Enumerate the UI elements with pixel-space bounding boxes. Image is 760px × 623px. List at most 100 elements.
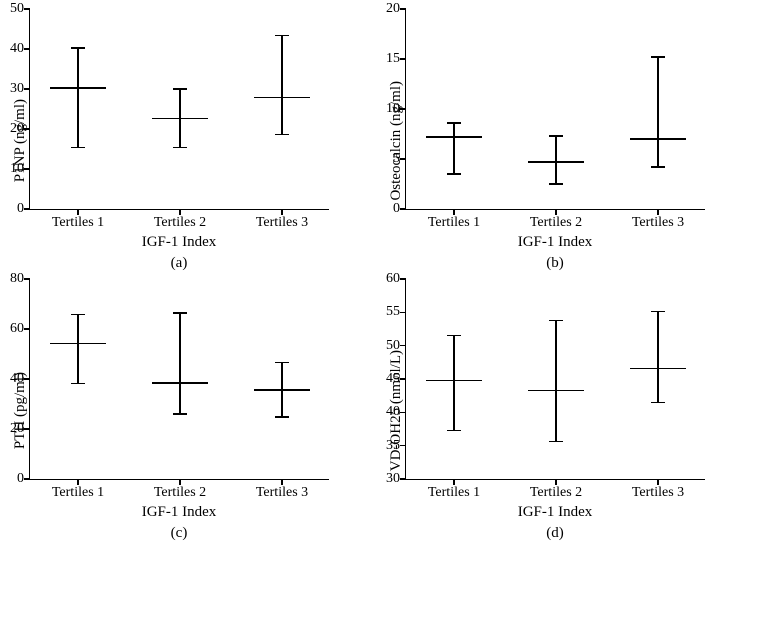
error-bar: [657, 57, 659, 167]
xtick-label: Tertiles 2: [154, 209, 206, 231]
ytick-label: 15: [386, 51, 406, 67]
error-bar: [179, 313, 181, 414]
panel-sublabel: (a): [171, 251, 188, 272]
plot-area: 020406080Tertiles 1Tertiles 2Tertiles 3: [29, 280, 329, 480]
ytick-label: 80: [10, 271, 30, 287]
mid-line: [528, 161, 584, 163]
xtick-label: Tertiles 2: [530, 479, 582, 501]
error-cap-bottom: [447, 430, 461, 432]
ytick-label: 50: [10, 1, 30, 17]
error-cap-bottom: [651, 402, 665, 404]
error-cap-top: [71, 314, 85, 316]
mid-line: [50, 343, 106, 345]
mid-line: [254, 97, 310, 99]
ytick-label: 45: [386, 371, 406, 387]
error-bar: [77, 314, 79, 383]
y-axis-label: Osteocalcin (ng/ml): [386, 81, 405, 201]
ytick-label: 40: [386, 404, 406, 420]
error-cap-bottom: [651, 166, 665, 168]
error-cap-top: [651, 311, 665, 313]
xtick-label: Tertiles 1: [52, 479, 104, 501]
error-cap-top: [549, 320, 563, 322]
ytick-label: 50: [386, 338, 406, 354]
mid-line: [152, 118, 208, 120]
mid-line: [50, 87, 106, 89]
error-cap-bottom: [173, 147, 187, 149]
ytick-label: 40: [10, 41, 30, 57]
error-cap-bottom: [71, 383, 85, 385]
ytick-label: 5: [393, 151, 406, 167]
xtick-label: Tertiles 1: [428, 479, 480, 501]
plot-area: 05101520Tertiles 1Tertiles 2Tertiles 3: [405, 10, 705, 210]
ytick-label: 20: [10, 421, 30, 437]
error-cap-bottom: [275, 134, 289, 136]
error-cap-bottom: [549, 183, 563, 185]
xtick-label: Tertiles 2: [154, 479, 206, 501]
mid-line: [630, 138, 686, 140]
chart-grid: P1NP (ng/ml)01020304050Tertiles 1Tertile…: [10, 10, 750, 542]
xtick-label: Tertiles 1: [52, 209, 104, 231]
xtick-label: Tertiles 2: [530, 209, 582, 231]
plot-area: 01020304050Tertiles 1Tertiles 2Tertiles …: [29, 10, 329, 210]
error-cap-top: [447, 122, 461, 124]
mid-line: [426, 136, 482, 138]
axis-area: 05101520Tertiles 1Tertiles 2Tertiles 3IG…: [405, 10, 705, 272]
error-cap-top: [651, 56, 665, 58]
mid-line: [254, 389, 310, 391]
plot-wrap: Osteocalcin (ng/ml)05101520Tertiles 1Ter…: [386, 10, 750, 272]
error-cap-bottom: [549, 441, 563, 443]
axis-area: 30354045505560Tertiles 1Tertiles 2Tertil…: [405, 280, 705, 542]
panel-c: PTH (pg/ml)020406080Tertiles 1Tertiles 2…: [10, 280, 374, 542]
xtick-label: Tertiles 3: [632, 479, 684, 501]
ytick-label: 0: [17, 471, 30, 487]
error-bar: [453, 335, 455, 430]
panel-b: Osteocalcin (ng/ml)05101520Tertiles 1Ter…: [386, 10, 750, 272]
error-bar: [281, 36, 283, 135]
panel-d: VD-OH25 (nmol/L)30354045505560Tertiles 1…: [386, 280, 750, 542]
error-cap-top: [71, 47, 85, 49]
mid-line: [528, 390, 584, 392]
mid-line: [426, 380, 482, 382]
xtick-label: Tertiles 3: [632, 209, 684, 231]
plot-wrap: P1NP (ng/ml)01020304050Tertiles 1Tertile…: [10, 10, 374, 272]
ytick-label: 60: [10, 321, 30, 337]
error-cap-bottom: [447, 173, 461, 175]
error-bar: [453, 123, 455, 174]
axis-area: 01020304050Tertiles 1Tertiles 2Tertiles …: [29, 10, 329, 272]
error-cap-top: [447, 335, 461, 337]
mid-line: [152, 382, 208, 384]
error-bar: [555, 321, 557, 442]
error-cap-top: [173, 312, 187, 314]
error-cap-bottom: [173, 413, 187, 415]
panel-sublabel: (c): [171, 521, 188, 542]
ytick-label: 30: [10, 81, 30, 97]
panel-sublabel: (d): [546, 521, 564, 542]
xtick-label: Tertiles 3: [256, 479, 308, 501]
plot-wrap: PTH (pg/ml)020406080Tertiles 1Tertiles 2…: [10, 280, 374, 542]
ytick-label: 30: [386, 471, 406, 487]
panel-sublabel: (b): [546, 251, 564, 272]
ytick-label: 20: [386, 1, 406, 17]
error-cap-top: [275, 362, 289, 364]
error-cap-bottom: [275, 416, 289, 418]
plot-wrap: VD-OH25 (nmol/L)30354045505560Tertiles 1…: [386, 280, 750, 542]
ytick-label: 60: [386, 271, 406, 287]
error-cap-bottom: [71, 147, 85, 149]
error-bar: [657, 311, 659, 402]
ytick-label: 55: [386, 304, 406, 320]
ytick-label: 10: [386, 101, 406, 117]
ytick-label: 40: [10, 371, 30, 387]
panel-a: P1NP (ng/ml)01020304050Tertiles 1Tertile…: [10, 10, 374, 272]
ytick-label: 0: [393, 201, 406, 217]
ytick-label: 20: [10, 121, 30, 137]
ytick-label: 10: [10, 161, 30, 177]
error-bar: [77, 48, 79, 148]
mid-line: [630, 368, 686, 370]
plot-area: 30354045505560Tertiles 1Tertiles 2Tertil…: [405, 280, 705, 480]
ytick-label: 0: [17, 201, 30, 217]
error-cap-top: [173, 88, 187, 90]
xtick-label: Tertiles 3: [256, 209, 308, 231]
error-cap-top: [549, 135, 563, 137]
ytick-label: 35: [386, 438, 406, 454]
xtick-label: Tertiles 1: [428, 209, 480, 231]
